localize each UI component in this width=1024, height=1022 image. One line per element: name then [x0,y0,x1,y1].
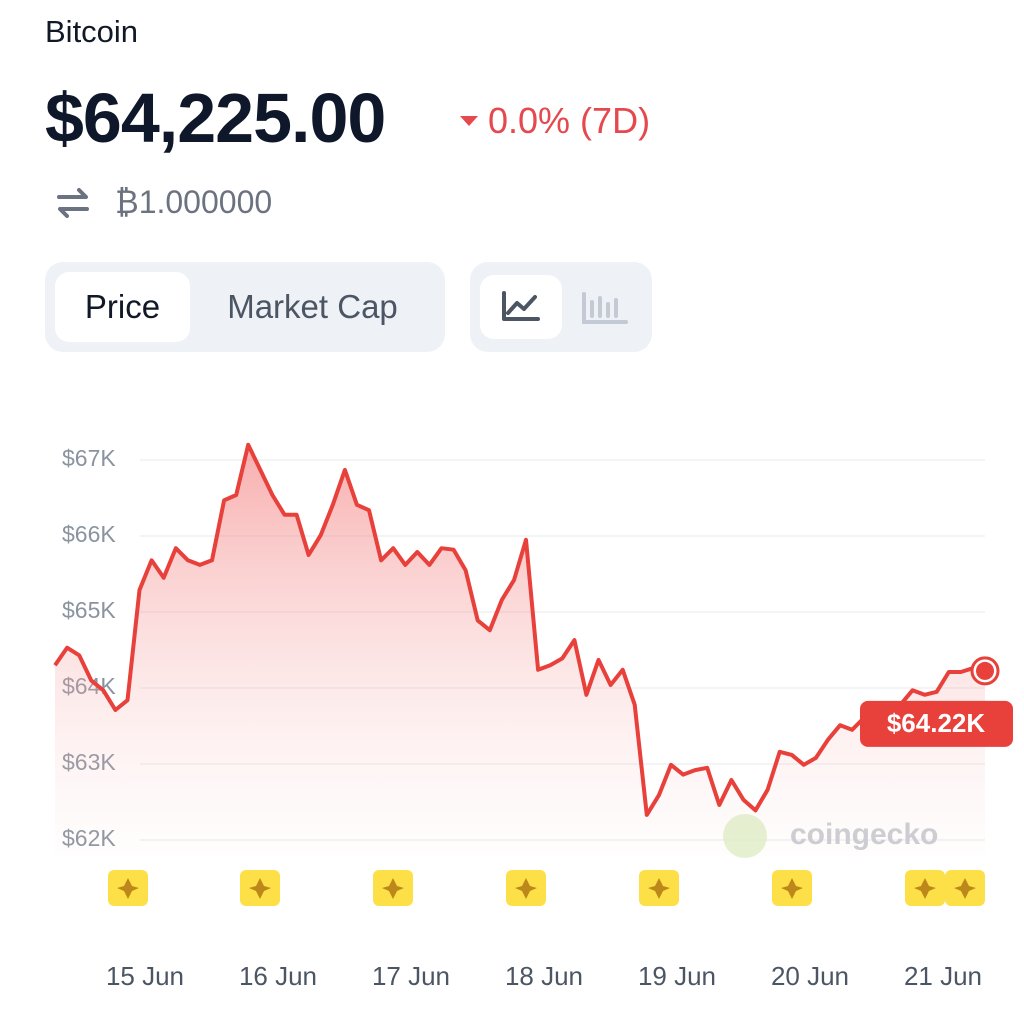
change: 0.0% (7D) [458,100,650,142]
event-marker [373,870,413,906]
event-marker [506,870,546,906]
candle-icon[interactable] [576,288,636,328]
price-badge-text: $64.22K [887,708,986,738]
y-tick-label: $65K [62,597,116,623]
event-marker [108,870,148,906]
x-tick-label: 15 Jun [106,961,184,991]
event-star [382,878,404,899]
tab-bar: Price Market Cap [45,262,445,352]
event-marker [905,870,945,906]
x-tick-label: 16 Jun [239,961,317,991]
event-star [117,878,139,899]
event-star [954,878,976,899]
y-tick-label: $67K [62,445,116,471]
x-tick-label: 18 Jun [505,961,583,991]
event-star [914,878,936,899]
line-chart-button[interactable] [480,275,562,339]
event-marker [240,870,280,906]
swap-icon [57,187,89,218]
event-star [648,878,670,899]
line [53,442,986,817]
event-marker [772,870,812,906]
x-tick-label: 19 Jun [638,961,716,991]
asset-name: Bitcoin [45,14,139,49]
tab[interactable]: Market Cap [227,288,398,325]
line-icon [502,291,540,321]
change-text: 0.0% (7D) [488,100,651,141]
event-star [781,878,803,899]
x-tick-label: 17 Jun [372,961,450,991]
x-tick-label: 20 Jun [771,961,849,991]
tab[interactable]: Price [55,272,190,342]
event-star [515,878,537,899]
price-badge [860,700,1013,747]
x-tick-label: 21 Jun [904,961,982,991]
last-point-core [976,661,994,680]
event-marker [639,870,679,906]
event-star [249,878,271,899]
btc-price: ₿1.000000 [55,184,272,221]
chart-type-toggle [470,262,652,352]
down-arrow [460,116,478,126]
price: $64,225.00 [45,79,386,157]
btc-text: ₿1.000000 [115,184,273,220]
y-tick-label: $66K [62,521,116,547]
event-marker [945,870,985,906]
area [55,444,985,856]
